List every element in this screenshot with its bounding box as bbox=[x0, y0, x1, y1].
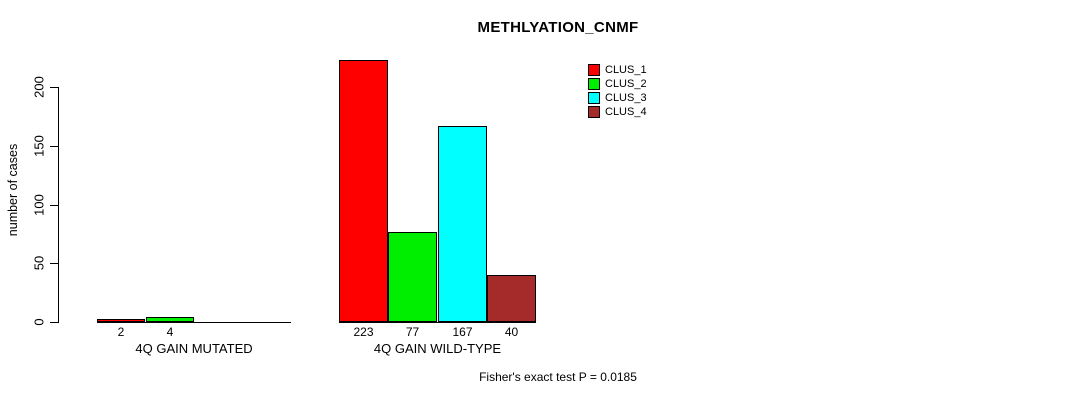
legend-item-label: CLUS_2 bbox=[605, 78, 647, 90]
legend-item: CLUS_3 bbox=[588, 91, 647, 105]
legend-swatch-clus_1 bbox=[588, 64, 600, 76]
legend-swatch-clus_2 bbox=[588, 78, 600, 90]
group-baseline bbox=[97, 322, 291, 323]
legend-item: CLUS_1 bbox=[588, 63, 647, 77]
bar-value-label: 4 bbox=[166, 325, 174, 339]
legend-swatch-clus_4 bbox=[588, 106, 600, 118]
bar-value-label: 40 bbox=[504, 325, 519, 339]
y-tick bbox=[50, 322, 58, 323]
bar-value-label: 167 bbox=[452, 325, 473, 339]
y-axis-line bbox=[58, 87, 59, 323]
legend-swatch-clus_3 bbox=[588, 92, 600, 104]
bar-clus_2 bbox=[388, 232, 437, 322]
y-tick bbox=[50, 146, 58, 147]
legend-item-label: CLUS_3 bbox=[605, 92, 647, 104]
legend-item-label: CLUS_4 bbox=[605, 106, 647, 118]
fisher-test-annotation: Fisher's exact test P = 0.0185 bbox=[479, 370, 637, 384]
bar-clus_4 bbox=[487, 275, 536, 322]
bar-clus_2 bbox=[146, 317, 194, 322]
bar-value-label: 77 bbox=[405, 325, 420, 339]
group-label: 4Q GAIN WILD-TYPE bbox=[373, 341, 502, 356]
legend-item-label: CLUS_1 bbox=[605, 64, 647, 76]
bar-clus_3 bbox=[438, 126, 487, 322]
legend-item: CLUS_2 bbox=[588, 77, 647, 91]
bar-value-label: 2 bbox=[117, 325, 125, 339]
y-tick bbox=[50, 205, 58, 206]
chart-title: METHLYATION_CNMF bbox=[477, 19, 639, 36]
bar-value-label: 223 bbox=[353, 325, 374, 339]
group-baseline bbox=[339, 322, 536, 323]
y-tick bbox=[50, 87, 58, 88]
bar-clus_1 bbox=[339, 60, 388, 322]
bar-clus_1 bbox=[97, 319, 145, 322]
group-label: 4Q GAIN MUTATED bbox=[135, 341, 253, 356]
legend-item: CLUS_4 bbox=[588, 105, 647, 119]
y-tick bbox=[50, 263, 58, 264]
